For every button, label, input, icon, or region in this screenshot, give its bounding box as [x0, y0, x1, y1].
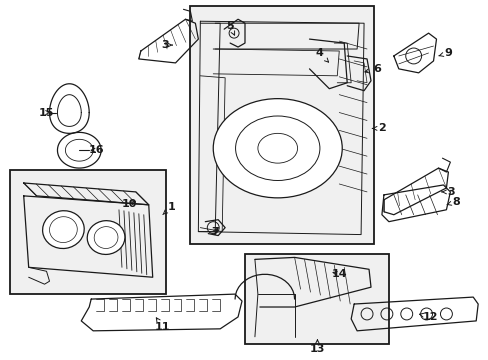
Bar	[244, 255, 388, 344]
Text: 3: 3	[441, 187, 454, 197]
Ellipse shape	[49, 217, 77, 243]
Text: 10: 10	[121, 199, 136, 209]
Text: 5: 5	[226, 21, 234, 35]
Text: 9: 9	[438, 48, 451, 58]
Text: 8: 8	[446, 197, 459, 207]
Text: 12: 12	[419, 312, 437, 322]
Text: 13: 13	[309, 340, 325, 354]
Ellipse shape	[213, 99, 342, 198]
Text: 4: 4	[315, 48, 328, 62]
Ellipse shape	[235, 116, 319, 180]
Text: 15: 15	[39, 108, 54, 117]
Ellipse shape	[257, 133, 297, 163]
Bar	[190, 6, 373, 244]
Text: 16: 16	[88, 145, 104, 155]
Bar	[10, 170, 165, 294]
Text: 14: 14	[331, 269, 346, 279]
Text: 6: 6	[364, 64, 380, 74]
Text: 11: 11	[155, 318, 170, 332]
Text: 3: 3	[162, 40, 172, 50]
Ellipse shape	[87, 221, 124, 255]
Text: 7: 7	[211, 226, 219, 237]
Text: 2: 2	[372, 123, 385, 134]
Text: 1: 1	[163, 202, 175, 215]
Ellipse shape	[42, 211, 84, 248]
Ellipse shape	[94, 227, 118, 248]
